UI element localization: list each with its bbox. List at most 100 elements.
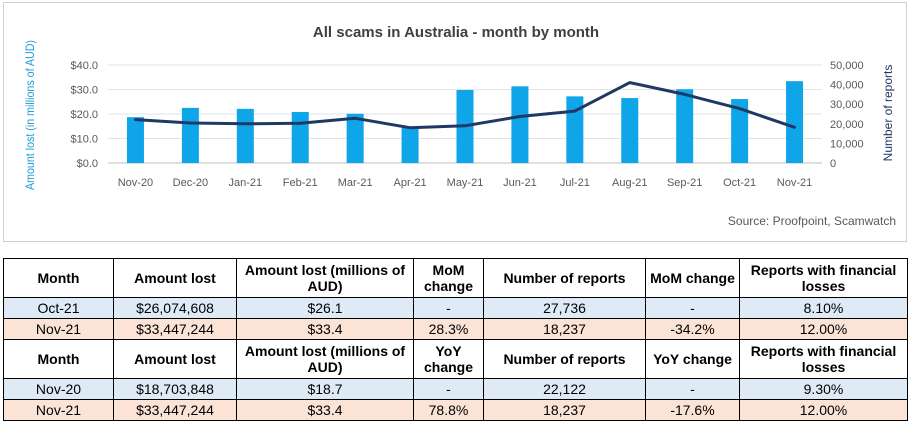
x-tick-label: Dec-20 bbox=[173, 177, 208, 189]
column-header: Amount lost bbox=[113, 339, 237, 379]
table-cell: 8.10% bbox=[739, 297, 908, 319]
y-axis-right-label: Number of reports bbox=[881, 65, 895, 162]
bar bbox=[786, 81, 804, 163]
y-left-tick-label: $30.0 bbox=[70, 85, 98, 97]
x-tick-label: Mar-21 bbox=[338, 177, 373, 189]
line-point bbox=[574, 110, 576, 112]
y-right-tick-label: 30,000 bbox=[830, 99, 864, 111]
y-right-tick-label: 40,000 bbox=[830, 80, 864, 92]
table-cell: - bbox=[413, 378, 484, 400]
line-point bbox=[299, 122, 302, 125]
bar bbox=[181, 107, 199, 163]
table-row: Oct-21 $26,074,608 $26.1-27,736-8.10% bbox=[3, 297, 908, 319]
line-point bbox=[793, 126, 796, 129]
table-cell: 28.3% bbox=[413, 318, 484, 340]
table-cell: $33.4 bbox=[236, 318, 414, 340]
table-cell: Oct-21 bbox=[3, 297, 114, 319]
table-cell: $33,447,244 bbox=[113, 318, 237, 340]
y-left-tick-label: $40.0 bbox=[70, 60, 98, 72]
line-point bbox=[628, 81, 631, 84]
table-row: Nov-21 $33,447,244 $33.4 28.3% 18,237 -34.2% 1… bbox=[3, 318, 908, 340]
table-cell: 18,237 bbox=[483, 318, 646, 340]
line-point bbox=[354, 117, 356, 120]
table-cell: $18.7 bbox=[236, 378, 414, 400]
table-cell: Nov-21 bbox=[3, 318, 114, 340]
bar bbox=[346, 113, 364, 163]
table-cell: 78.8% bbox=[413, 399, 484, 421]
table-header-row: Month Amount lost Amount lost (millions of… bbox=[3, 258, 908, 298]
y-right-tick-label: 0 bbox=[830, 158, 836, 170]
table-cell: - bbox=[645, 378, 740, 400]
x-tick-label: Jun-21 bbox=[503, 177, 537, 189]
column-header: YoY change bbox=[645, 339, 740, 379]
table-cell: $33,447,244 bbox=[113, 399, 237, 421]
bar-series bbox=[126, 81, 804, 163]
column-header: Number of reports bbox=[483, 258, 646, 298]
column-header: Amount lost (millions of AUD) bbox=[236, 258, 414, 298]
column-header: Amount lost bbox=[113, 258, 237, 298]
chart-panel: All scams in Australia - month by month … bbox=[3, 2, 907, 242]
x-tick-label: Feb-21 bbox=[283, 177, 318, 189]
table-cell: Nov-21 bbox=[3, 399, 114, 421]
line-point bbox=[683, 93, 686, 96]
line-point bbox=[134, 118, 137, 121]
bar bbox=[401, 126, 419, 163]
y-axis-left-label: Amount lost (in millions of AUD) bbox=[23, 40, 37, 190]
column-header: MoM change bbox=[645, 258, 740, 298]
column-header: Number of reports bbox=[483, 339, 646, 379]
x-tick-label: Nov-20 bbox=[118, 177, 153, 189]
x-tick-label: Jul-21 bbox=[560, 177, 590, 189]
x-tick-label: Sep-21 bbox=[667, 177, 702, 189]
y-axis-right: 0 10,000 20,000 30,000 40,000 50,000 bbox=[830, 60, 864, 170]
table-cell: 9.30% bbox=[739, 378, 908, 400]
x-tick-label: Aug-21 bbox=[612, 177, 647, 189]
bar bbox=[621, 98, 639, 163]
line-point bbox=[464, 124, 466, 127]
bar bbox=[291, 112, 309, 163]
y-right-tick-label: 10,000 bbox=[830, 138, 864, 150]
table-cell: $18,703,848 bbox=[113, 378, 237, 400]
bar bbox=[731, 99, 749, 163]
x-tick-label: Apr-21 bbox=[394, 177, 427, 189]
x-axis: Nov-20 Dec-20 Jan-21 Feb-21 Mar-21 Apr-21 May-… bbox=[118, 177, 813, 189]
line-series bbox=[134, 81, 796, 130]
y-left-tick-label: $20.0 bbox=[70, 109, 98, 121]
bar bbox=[236, 108, 254, 163]
column-header: MoM change bbox=[413, 258, 484, 298]
table-cell: $26,074,608 bbox=[113, 297, 237, 319]
x-tick-label: Nov-21 bbox=[777, 177, 812, 189]
line-point bbox=[189, 122, 192, 124]
chart-title: All scams in Australia - month by month bbox=[313, 24, 599, 41]
table-cell: 18,237 bbox=[483, 399, 646, 421]
y-right-tick-label: 20,000 bbox=[830, 119, 864, 131]
line-point bbox=[409, 126, 411, 129]
bar bbox=[126, 117, 144, 163]
line-point bbox=[244, 123, 247, 125]
table-row: Nov-20 $18,703,848 $18.7-22,122-9.30% bbox=[3, 378, 908, 400]
summary-table: Month Amount lost Amount lost (millions of… bbox=[3, 258, 908, 421]
chart-source: Source: Proofpoint, Scamwatch bbox=[728, 214, 896, 228]
summary-table-body: Month Amount lost Amount lost (millions of… bbox=[3, 258, 908, 421]
column-header: Month bbox=[3, 339, 114, 379]
table-header-row: Month Amount lost Amount lost (millions of… bbox=[3, 339, 908, 379]
x-tick-label: May-21 bbox=[447, 177, 484, 189]
table-cell: - bbox=[413, 297, 484, 319]
table-cell: 12.00% bbox=[739, 399, 908, 421]
y-left-tick-label: $0.0 bbox=[77, 158, 98, 170]
table-cell: - bbox=[645, 297, 740, 319]
x-tick-label: Oct-21 bbox=[723, 177, 756, 189]
line-point bbox=[738, 107, 741, 110]
x-tick-label: Jan-21 bbox=[228, 177, 262, 189]
table-cell: -17.6% bbox=[645, 399, 740, 421]
y-left-tick-label: $10.0 bbox=[70, 134, 98, 146]
table-cell: 27,736 bbox=[483, 297, 646, 319]
bar bbox=[511, 86, 529, 163]
y-axis-left: $0.0 $10.0 $20.0 $30.0 $40.0 bbox=[70, 60, 98, 170]
column-header: Reports with financial losses bbox=[739, 339, 908, 379]
table-row: Nov-21 $33,447,244 $33.4 78.8% 18,237 -17.6% 1… bbox=[3, 399, 908, 421]
line-point bbox=[519, 115, 521, 118]
table-cell: 12.00% bbox=[739, 318, 908, 340]
table-cell: Nov-20 bbox=[3, 378, 114, 400]
table-cell: -34.2% bbox=[645, 318, 740, 340]
bar bbox=[676, 89, 694, 163]
